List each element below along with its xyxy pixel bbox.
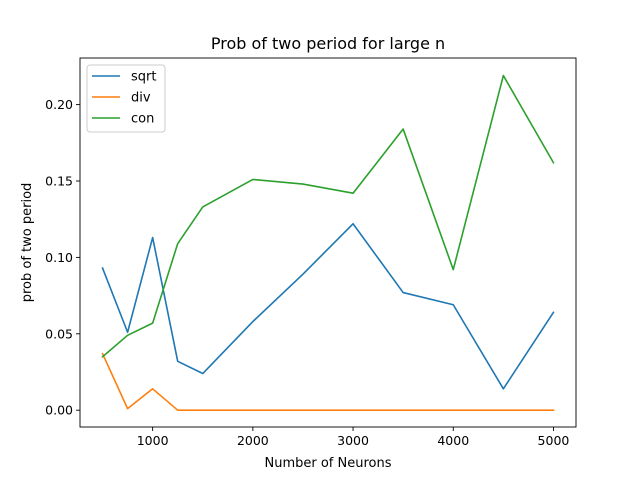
- x-axis: 1000 2000 3000 4000 5000: [137, 427, 570, 448]
- x-axis-label: Number of Neurons: [264, 456, 391, 471]
- legend-label-sqrt: sqrt: [131, 70, 156, 85]
- series-line-sqrt: [101, 222, 555, 390]
- x-tick-label: 5000: [538, 433, 570, 448]
- x-tick-label: 1000: [137, 433, 169, 448]
- series-line-div: [101, 352, 555, 411]
- x-tick-label: 4000: [437, 433, 469, 448]
- plot-frame: [79, 57, 577, 428]
- chart-title: Prob of two period for large n: [211, 34, 445, 53]
- legend-label-div: div: [131, 91, 151, 106]
- series-layer: [101, 74, 555, 411]
- y-tick-label: 0.15: [45, 174, 73, 189]
- y-tick-label: 0.10: [45, 250, 73, 265]
- legend-frame: [86, 64, 166, 133]
- y-axis-label: prob of two period: [20, 183, 35, 303]
- x-tick-label: 2000: [237, 433, 269, 448]
- y-tick-label: 0.20: [45, 97, 73, 112]
- legend-label-con: con: [131, 112, 154, 127]
- series-line-con: [101, 74, 555, 358]
- y-tick-label: 0.05: [45, 326, 73, 341]
- legend: sqrt div con: [86, 64, 166, 133]
- x-tick-label: 3000: [337, 433, 369, 448]
- y-tick-label: 0.00: [45, 403, 73, 418]
- y-axis: 0.00 0.05 0.10 0.15 0.20: [45, 97, 80, 418]
